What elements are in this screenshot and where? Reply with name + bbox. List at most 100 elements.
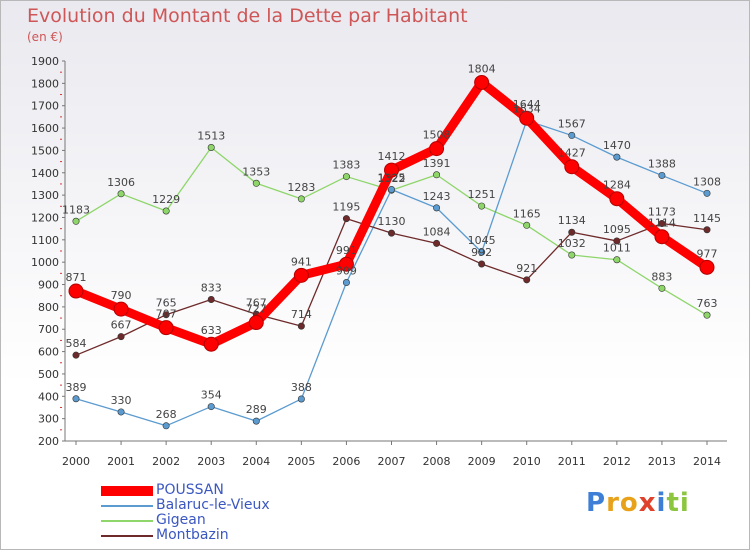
data-label: 1508 — [423, 129, 451, 142]
data-label: 584 — [66, 337, 87, 350]
data-label: 1229 — [152, 193, 180, 206]
data-label: 1283 — [287, 181, 315, 194]
data-point — [703, 311, 711, 319]
data-point — [519, 110, 535, 126]
data-label: 388 — [291, 381, 312, 394]
logo-letter: x — [638, 488, 657, 518]
data-label: 1427 — [558, 147, 586, 160]
y-tick-label: 200 — [38, 435, 59, 448]
data-point — [297, 195, 305, 203]
x-tick-label: 2000 — [62, 455, 90, 468]
logo-letter: r — [606, 488, 620, 518]
legend-label: POUSSAN — [156, 482, 224, 498]
data-label: 763 — [697, 297, 718, 310]
legend-swatch — [101, 505, 153, 507]
y-tick-label: 700 — [38, 323, 59, 336]
data-label: 1513 — [197, 130, 225, 143]
y-tick-label: 1600 — [31, 122, 59, 135]
logo-letter: i — [679, 488, 690, 518]
data-label: 354 — [201, 389, 222, 402]
data-point — [207, 144, 215, 152]
y-tick-label: 1300 — [31, 189, 59, 202]
data-point — [478, 260, 486, 268]
data-point — [433, 171, 441, 179]
x-tick-label: 2014 — [693, 455, 721, 468]
data-label: 992 — [471, 246, 492, 259]
data-point — [433, 204, 441, 212]
chart-subtitle: (en €) — [27, 30, 63, 44]
x-tick-label: 2011 — [558, 455, 586, 468]
data-label: 921 — [516, 262, 537, 275]
data-label: 977 — [697, 247, 718, 260]
data-label: 1095 — [603, 223, 631, 236]
data-point — [342, 279, 350, 287]
data-label: 1804 — [468, 62, 496, 75]
data-point — [699, 259, 715, 275]
y-tick-label: 1700 — [31, 100, 59, 113]
x-tick-label: 2010 — [513, 455, 541, 468]
legend-swatch — [101, 535, 153, 537]
data-label: 767 — [246, 296, 267, 309]
data-label: 1634 — [513, 102, 541, 115]
data-label: 1134 — [558, 214, 586, 227]
data-label: 871 — [66, 271, 87, 284]
data-point — [658, 284, 666, 292]
data-label: 289 — [246, 403, 267, 416]
data-point — [207, 403, 215, 411]
data-label: 1011 — [603, 242, 631, 255]
x-tick-label: 2007 — [378, 455, 406, 468]
data-point — [207, 296, 215, 304]
data-point — [703, 226, 711, 234]
data-label: 1173 — [648, 206, 676, 219]
data-label: 765 — [156, 297, 177, 310]
data-label: 1284 — [603, 179, 631, 192]
series-line — [75, 217, 708, 356]
y-tick-label: 300 — [38, 413, 59, 426]
x-tick-label: 2004 — [242, 455, 270, 468]
data-point — [252, 417, 260, 425]
data-label: 1032 — [558, 237, 586, 250]
data-point — [113, 301, 129, 317]
y-tick-label: 600 — [38, 346, 59, 359]
data-point — [658, 220, 666, 228]
data-point — [613, 237, 621, 245]
data-label: 1243 — [423, 190, 451, 203]
data-point — [293, 267, 309, 283]
data-point — [297, 395, 305, 403]
data-point — [568, 228, 576, 236]
data-label: 1353 — [242, 165, 270, 178]
data-label: 883 — [651, 270, 672, 283]
data-point — [523, 221, 531, 229]
y-tick-label: 1800 — [31, 77, 59, 90]
x-tick-label: 2006 — [332, 455, 360, 468]
x-tick-label: 2009 — [468, 455, 496, 468]
data-point — [158, 320, 174, 336]
y-tick-label: 1500 — [31, 144, 59, 157]
legend-label: Montbazin — [156, 527, 229, 543]
data-point — [162, 207, 170, 215]
data-label: 1130 — [378, 215, 406, 228]
data-label: 790 — [111, 289, 132, 302]
data-label: 1322 — [378, 172, 406, 185]
data-label: 1644 — [513, 98, 541, 111]
data-point — [613, 256, 621, 264]
data-label: 714 — [291, 308, 312, 321]
data-point — [654, 229, 670, 245]
legend-swatch — [101, 486, 153, 496]
data-label: 330 — [111, 394, 132, 407]
legend-label: Balaruc-le-Vieux — [156, 497, 270, 513]
data-label: 1391 — [423, 157, 451, 170]
proxiti-logo: Proxiti — [586, 488, 690, 518]
data-label: 1195 — [332, 201, 360, 214]
data-point — [72, 395, 80, 403]
data-point — [568, 251, 576, 259]
y-tick-label: 1900 — [31, 55, 59, 68]
y-tick-label: 400 — [38, 390, 59, 403]
x-tick-label: 2005 — [287, 455, 315, 468]
data-label: 1306 — [107, 176, 135, 189]
data-label: 389 — [66, 381, 87, 394]
data-point — [478, 202, 486, 210]
data-point — [342, 173, 350, 181]
